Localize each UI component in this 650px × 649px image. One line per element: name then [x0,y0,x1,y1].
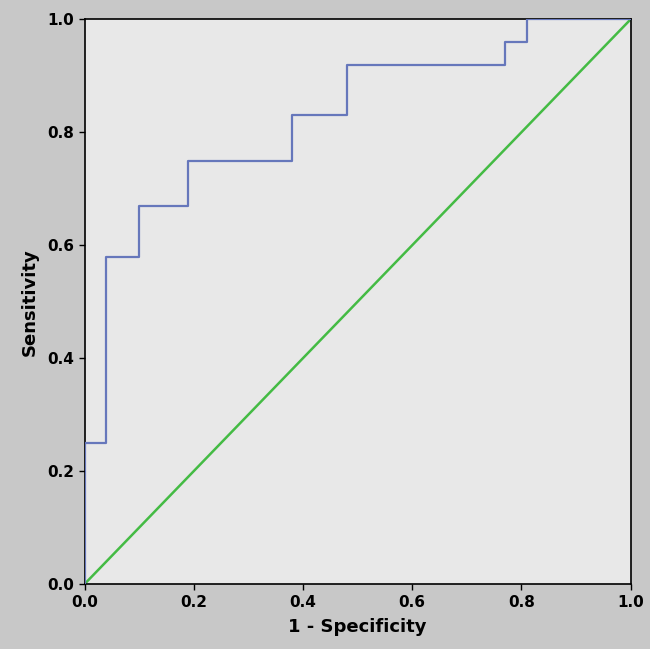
X-axis label: 1 - Specificity: 1 - Specificity [288,618,427,636]
Y-axis label: Sensitivity: Sensitivity [21,248,39,356]
